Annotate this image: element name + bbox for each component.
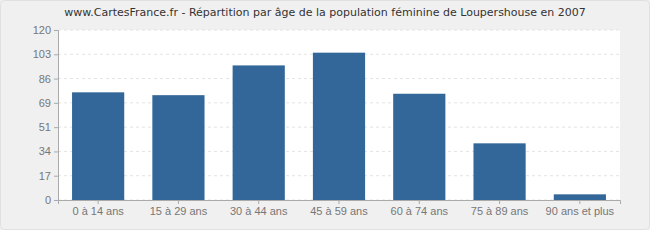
bar [233,65,285,200]
x-tick: 90 ans et plus [546,200,615,217]
x-tick-label: 90 ans et plus [546,205,615,217]
x-axis: 0 à 14 ans 15 à 29 ans 30 à 44 ans 45 à 59 … [59,200,621,217]
y-axis: 0 17 34 51 69 86 103 120 [33,24,59,206]
plot-background [58,30,620,200]
y-tick-label: 0 [45,194,51,206]
y-tick: 51 [39,121,58,133]
chart: www.CartesFrance.fr - Répartition par âg… [0,0,650,230]
x-tick-mark [178,200,179,204]
background [1,1,650,230]
y-tick-mark [54,200,58,201]
y-tick-label: 120 [33,24,51,36]
x-tick-label: 75 à 89 ans [471,205,529,217]
y-tick-label: 17 [39,170,51,182]
y-tick: 69 [39,97,58,109]
y-tick: 103 [33,48,58,60]
plot: 0 17 34 51 69 86 103 120 0 à 14 ans 15 à 29 ans 30… [33,24,621,217]
x-tick-mark [579,200,580,204]
x-tick-mark [258,200,259,204]
x-tick-mark [98,200,99,204]
x-tick: 30 à 44 ans [230,200,288,217]
x-tick: 60 à 74 ans [391,200,449,217]
y-tick: 120 [33,24,58,36]
x-tick-label: 45 à 59 ans [310,205,368,217]
y-tick: 0 [45,194,58,206]
y-tick-label: 51 [39,121,51,133]
bars [72,53,606,200]
x-tick-label: 0 à 14 ans [72,205,124,217]
grid [58,30,620,200]
title: www.CartesFrance.fr - Répartition par âg… [64,6,586,19]
y-tick-mark [54,79,58,80]
y-tick-mark [54,103,58,104]
x-tick-label: 30 à 44 ans [230,205,288,217]
y-tick-mark [54,30,58,31]
y-tick-label: 34 [39,145,51,157]
x-tick: 75 à 89 ans [471,200,529,217]
bar [473,143,525,200]
x-axis-line [59,201,621,205]
x-tick-mark [419,200,420,204]
y-tick: 34 [39,145,58,157]
y-tick-label: 69 [39,97,51,109]
bar [393,94,445,200]
y-tick-mark [54,151,58,152]
y-axis-line [54,31,59,201]
x-tick: 45 à 59 ans [310,200,368,217]
y-tick-mark [54,127,58,128]
y-tick: 17 [39,170,58,182]
bar [554,194,606,200]
x-tick-mark [499,200,500,204]
y-tick: 86 [39,73,58,85]
bar [313,53,365,200]
bar [152,95,204,200]
y-tick-label: 103 [33,48,51,60]
y-tick-label: 86 [39,73,51,85]
x-tick-mark [339,200,340,204]
y-tick-mark [54,54,58,55]
y-tick-mark [54,176,58,177]
x-tick: 0 à 14 ans [72,200,124,217]
x-tick-label: 60 à 74 ans [391,205,449,217]
bar [72,92,124,200]
x-tick-label: 15 à 29 ans [150,205,208,217]
x-tick: 15 à 29 ans [150,200,208,217]
grid-line [58,30,620,31]
